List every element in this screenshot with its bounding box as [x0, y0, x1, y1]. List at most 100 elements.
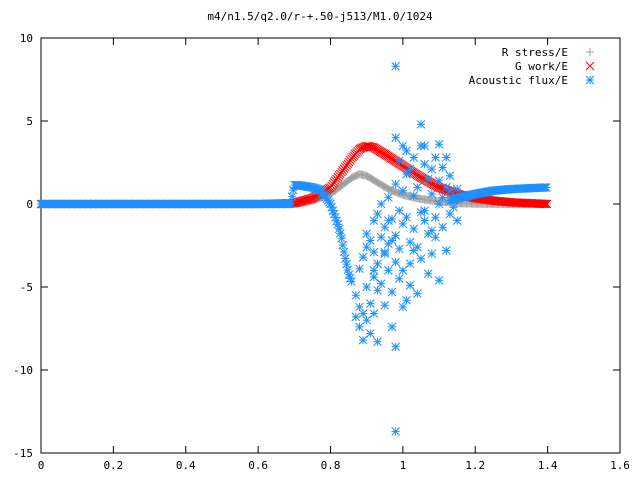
data-point	[365, 142, 375, 152]
data-point	[358, 252, 368, 262]
data-point	[373, 337, 382, 347]
data-point	[434, 139, 444, 149]
data-point	[391, 342, 400, 352]
data-point	[409, 191, 419, 201]
data-point	[402, 169, 411, 179]
data-point	[335, 229, 345, 238]
data-point	[445, 186, 455, 196]
data-point	[391, 133, 400, 142]
data-point	[355, 322, 364, 332]
data-point	[387, 287, 397, 297]
legend-marker	[586, 48, 594, 56]
data-point	[391, 257, 400, 267]
data-point	[542, 183, 551, 192]
data-point	[384, 193, 393, 202]
data-point	[394, 206, 404, 215]
x-tick-label: 0.2	[103, 459, 123, 472]
data-point	[376, 232, 386, 242]
data-point	[431, 212, 440, 222]
data-point	[441, 246, 451, 255]
data-point	[540, 199, 549, 209]
data-point	[365, 329, 375, 338]
plot-frame	[40, 37, 621, 454]
data-point	[358, 335, 368, 345]
legend-marker	[585, 61, 595, 71]
data-point	[416, 207, 426, 217]
data-point	[441, 153, 451, 162]
data-point	[347, 277, 356, 286]
chart-title: m4/n1.5/q2.0/r-+.50-j513/M1.0/1024	[207, 10, 433, 23]
data-point	[402, 295, 411, 305]
data-point	[398, 302, 408, 312]
data-point	[445, 171, 455, 181]
axis-ticks: 0 0.2 0.4 0.6 0.8 1 1.2 1.4 1.6 10 5 0 -5 -10 -15	[13, 32, 630, 472]
data-point	[398, 266, 408, 275]
data-point	[394, 156, 404, 166]
data-point	[541, 199, 550, 209]
x-tick-label: 1.4	[538, 459, 558, 472]
data-point	[369, 309, 379, 318]
x-tick-label: 1.2	[465, 459, 485, 472]
data-point	[391, 179, 400, 189]
data-point	[369, 266, 379, 275]
data-point	[376, 199, 386, 209]
data-point	[391, 231, 400, 240]
legend-label: R stress/E	[502, 46, 568, 59]
data-point	[438, 222, 448, 232]
data-point	[365, 299, 375, 308]
data-point	[387, 236, 397, 245]
data-point	[391, 427, 400, 436]
data-point	[538, 199, 548, 209]
data-point	[364, 142, 374, 151]
data-point	[445, 209, 455, 219]
data-point	[339, 247, 349, 257]
data-point	[338, 240, 348, 250]
data-point	[427, 226, 437, 235]
data-point	[340, 254, 350, 263]
series-2	[36, 61, 551, 436]
y-tick-label: -15	[13, 447, 33, 460]
data-point	[409, 153, 419, 162]
data-point	[431, 153, 440, 162]
data-point	[362, 282, 372, 292]
data-point	[384, 216, 393, 225]
data-point	[402, 212, 411, 222]
x-tick-label: 0.8	[321, 459, 341, 472]
y-tick-label: -5	[20, 281, 33, 294]
data-point	[420, 141, 429, 151]
data-point	[384, 266, 393, 275]
data-point	[416, 254, 426, 264]
data-marks	[36, 61, 552, 436]
x-tick-label: 0	[38, 459, 45, 472]
data-point	[412, 289, 422, 298]
data-point	[398, 141, 408, 151]
data-point	[337, 233, 346, 243]
data-point	[380, 300, 390, 310]
data-point	[362, 229, 372, 239]
data-point	[438, 163, 448, 172]
legend-marker	[585, 75, 595, 85]
y-tick-label: 10	[20, 32, 33, 45]
data-point	[420, 159, 429, 169]
x-tick-label: 1.6	[610, 459, 630, 472]
data-point	[376, 279, 386, 289]
data-point	[434, 176, 444, 186]
data-point	[380, 247, 390, 257]
data-point	[355, 264, 364, 274]
data-point	[427, 189, 437, 199]
data-point	[434, 276, 444, 285]
data-point	[452, 184, 462, 194]
data-point	[394, 274, 404, 284]
x-tick-label: 1	[400, 459, 407, 472]
data-point	[452, 216, 462, 225]
data-point	[391, 61, 400, 71]
data-point	[355, 302, 364, 312]
data-point	[427, 249, 437, 259]
x-tick-label: 0.4	[176, 459, 196, 472]
data-point	[449, 194, 458, 204]
y-tick-label: -10	[13, 364, 33, 377]
data-point	[434, 199, 444, 209]
data-point	[365, 236, 375, 245]
